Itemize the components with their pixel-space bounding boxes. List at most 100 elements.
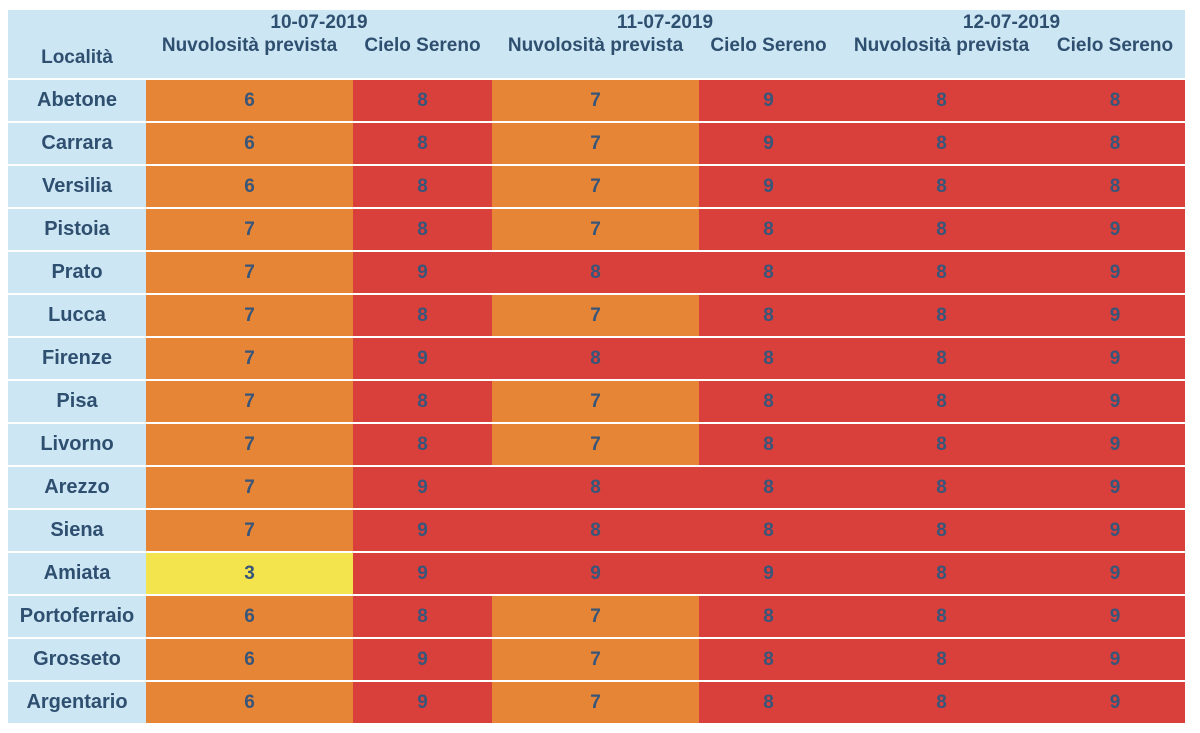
value-cell-nuvolosita-2: 8 <box>492 252 699 293</box>
location-name: Livorno <box>8 424 146 465</box>
value-cell-cielo-2: 9 <box>699 553 838 594</box>
value-cell-nuvolosita-3: 8 <box>838 80 1045 121</box>
nuvolosita-header-3: Nuvolosità prevista <box>853 35 1030 56</box>
value-cell-cielo-2: 8 <box>699 467 838 508</box>
value-cell-nuvolosita-1: 7 <box>146 424 353 465</box>
value-cell-cielo-3: 9 <box>1045 295 1185 336</box>
location-name: Grosseto <box>8 639 146 680</box>
value-cell-cielo-2: 8 <box>699 424 838 465</box>
location-name: Amiata <box>8 553 146 594</box>
value-cell-nuvolosita-2: 7 <box>492 381 699 422</box>
value-cell-nuvolosita-2: 7 <box>492 424 699 465</box>
value-cell-nuvolosita-3: 8 <box>838 209 1045 250</box>
value-cell-cielo-2: 9 <box>699 80 838 121</box>
value-cell-nuvolosita-1: 7 <box>146 510 353 551</box>
value-cell-nuvolosita-3: 8 <box>838 596 1045 637</box>
value-cell-nuvolosita-1: 7 <box>146 381 353 422</box>
value-cell-nuvolosita-3: 8 <box>838 338 1045 379</box>
date-header-3: 12-07-2019 <box>962 12 1061 33</box>
value-cell-nuvolosita-2: 8 <box>492 510 699 551</box>
table-row: Firenze 7 9 8 8 8 9 <box>8 336 1185 379</box>
value-cell-nuvolosita-2: 7 <box>492 166 699 207</box>
table-row: Grosseto 6 9 7 8 8 9 <box>8 637 1185 680</box>
value-cell-cielo-2: 8 <box>699 510 838 551</box>
value-cell-nuvolosita-1: 7 <box>146 467 353 508</box>
table-row: Argentario 6 9 7 8 8 9 <box>8 680 1185 723</box>
value-cell-nuvolosita-1: 6 <box>146 80 353 121</box>
location-name: Versilia <box>8 166 146 207</box>
value-cell-cielo-3: 9 <box>1045 252 1185 293</box>
value-cell-cielo-1: 8 <box>353 596 492 637</box>
value-cell-cielo-1: 8 <box>353 80 492 121</box>
date-header-2: 11-07-2019 <box>616 12 714 33</box>
value-cell-nuvolosita-2: 7 <box>492 295 699 336</box>
table-row: Siena 7 9 8 8 8 9 <box>8 508 1185 551</box>
cielo-header-1: Cielo Sereno <box>364 35 481 56</box>
value-cell-cielo-3: 9 <box>1045 338 1185 379</box>
location-name: Pistoia <box>8 209 146 250</box>
value-cell-nuvolosita-3: 8 <box>838 639 1045 680</box>
value-cell-nuvolosita-3: 8 <box>838 424 1045 465</box>
location-name: Argentario <box>8 682 146 723</box>
value-cell-nuvolosita-3: 8 <box>838 166 1045 207</box>
value-cell-nuvolosita-3: 8 <box>838 252 1045 293</box>
table-row: Prato 7 9 8 8 8 9 <box>8 250 1185 293</box>
cielo-header-2: Cielo Sereno <box>710 35 827 56</box>
value-cell-nuvolosita-1: 6 <box>146 123 353 164</box>
value-cell-cielo-2: 9 <box>699 123 838 164</box>
value-cell-nuvolosita-3: 8 <box>838 381 1045 422</box>
value-cell-cielo-2: 9 <box>699 166 838 207</box>
value-cell-cielo-1: 8 <box>353 381 492 422</box>
value-cell-cielo-1: 8 <box>353 424 492 465</box>
table-row: Lucca 7 8 7 8 8 9 <box>8 293 1185 336</box>
table-row: Portoferraio 6 8 7 8 8 9 <box>8 594 1185 637</box>
value-cell-cielo-3: 9 <box>1045 639 1185 680</box>
value-cell-nuvolosita-2: 7 <box>492 123 699 164</box>
location-name: Pisa <box>8 381 146 422</box>
value-cell-nuvolosita-3: 8 <box>838 467 1045 508</box>
value-cell-nuvolosita-3: 8 <box>838 123 1045 164</box>
value-cell-cielo-3: 9 <box>1045 553 1185 594</box>
value-cell-cielo-3: 9 <box>1045 596 1185 637</box>
value-cell-cielo-2: 8 <box>699 639 838 680</box>
value-cell-cielo-3: 9 <box>1045 424 1185 465</box>
value-cell-nuvolosita-2: 7 <box>492 596 699 637</box>
value-cell-cielo-2: 8 <box>699 682 838 723</box>
value-cell-cielo-1: 8 <box>353 123 492 164</box>
location-name: Siena <box>8 510 146 551</box>
location-name: Lucca <box>8 295 146 336</box>
location-name: Firenze <box>8 338 146 379</box>
table-row: Pisa 7 8 7 8 8 9 <box>8 379 1185 422</box>
value-cell-cielo-1: 9 <box>353 553 492 594</box>
value-cell-cielo-3: 8 <box>1045 123 1185 164</box>
value-cell-nuvolosita-1: 6 <box>146 596 353 637</box>
value-cell-cielo-1: 9 <box>353 467 492 508</box>
table-row: Carrara 6 8 7 9 8 8 <box>8 121 1185 164</box>
cielo-header-3: Cielo Sereno <box>1056 35 1174 56</box>
value-cell-nuvolosita-1: 6 <box>146 166 353 207</box>
location-name: Carrara <box>8 123 146 164</box>
table-row: Abetone 6 8 7 9 8 8 <box>8 78 1185 121</box>
value-cell-cielo-1: 8 <box>353 295 492 336</box>
value-cell-nuvolosita-3: 8 <box>838 295 1045 336</box>
value-cell-cielo-2: 8 <box>699 252 838 293</box>
value-cell-cielo-3: 8 <box>1045 80 1185 121</box>
value-cell-cielo-2: 8 <box>699 209 838 250</box>
value-cell-cielo-2: 8 <box>699 338 838 379</box>
value-cell-nuvolosita-1: 7 <box>146 295 353 336</box>
value-cell-cielo-3: 9 <box>1045 682 1185 723</box>
location-name: Portoferraio <box>8 596 146 637</box>
value-cell-cielo-1: 8 <box>353 166 492 207</box>
table-body: Abetone 6 8 7 9 8 8 Carrara 6 8 7 9 8 8 Versilia 6 8 7 9 8 8… <box>8 78 1185 723</box>
value-cell-cielo-1: 9 <box>353 682 492 723</box>
forecast-table: Località 10-07-2019 Nuvolosità prevista … <box>8 10 1185 723</box>
value-cell-nuvolosita-2: 7 <box>492 639 699 680</box>
value-cell-cielo-2: 8 <box>699 381 838 422</box>
value-cell-cielo-1: 9 <box>353 639 492 680</box>
value-cell-nuvolosita-1: 7 <box>146 209 353 250</box>
localita-header: Località <box>41 47 113 68</box>
table-row: Amiata 3 9 9 9 8 9 <box>8 551 1185 594</box>
value-cell-cielo-3: 9 <box>1045 381 1185 422</box>
value-cell-cielo-1: 9 <box>353 338 492 379</box>
table-header: Località 10-07-2019 Nuvolosità prevista … <box>8 10 1185 78</box>
